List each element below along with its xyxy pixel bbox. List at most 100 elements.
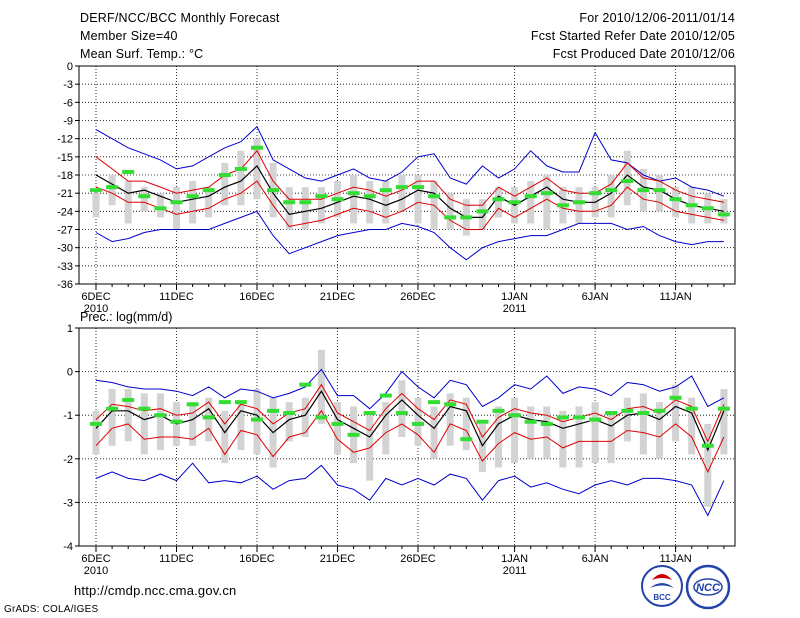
spread-bar	[430, 406, 438, 459]
x-tick-label: 11DEC	[159, 291, 194, 303]
observed-marker	[106, 185, 119, 190]
observed-marker	[476, 209, 489, 214]
y-tick-label: -33	[57, 261, 73, 273]
lower-spread-line	[95, 180, 724, 230]
spread-bar	[575, 406, 583, 468]
observed-marker	[154, 413, 167, 418]
observed-marker	[717, 212, 730, 217]
spread-bar	[350, 175, 358, 224]
spread-bar	[511, 397, 519, 464]
y-tick-label: -12	[57, 134, 73, 146]
x-tick-year: 2010	[84, 565, 108, 577]
spread-bar	[446, 393, 454, 446]
y-tick-label: 0	[67, 61, 73, 73]
plot-frame	[78, 65, 736, 285]
variable-label: Mean Surf. Temp.: °C	[80, 47, 204, 61]
observed-marker	[669, 197, 682, 202]
observed-marker	[605, 188, 618, 193]
x-tick-label: 6DEC	[81, 553, 110, 565]
observed-marker	[653, 188, 666, 193]
observed-marker	[90, 421, 102, 426]
spread-bar	[205, 187, 213, 218]
bcc-logo: BCC	[641, 565, 683, 607]
bcc-logo-swirl	[652, 574, 672, 580]
spread-bar	[301, 187, 309, 230]
observed-marker	[621, 179, 634, 184]
y-tick-label: -27	[57, 225, 73, 237]
spread-bar	[575, 187, 583, 224]
y-tick-label: -15	[57, 152, 73, 164]
y-tick-label: -3	[63, 497, 73, 509]
x-tick-label: 26DEC	[400, 291, 436, 303]
ensemble-mean-line	[95, 164, 725, 218]
observed-marker	[412, 421, 424, 426]
upper-spread-line	[95, 383, 725, 443]
spread-bar	[285, 402, 293, 442]
observed-marker	[234, 166, 247, 171]
spread-bar	[140, 187, 148, 212]
forecast-start-date: Fcst Started Refer Date 2010/12/05	[530, 29, 735, 43]
header-title: DERF/NCC/BCC Monthly Forecast	[80, 11, 280, 25]
spread-bar	[334, 402, 341, 455]
x-tick-label: 21DEC	[320, 291, 356, 303]
spread-bar	[623, 397, 631, 442]
ncc-logo-circle	[685, 564, 731, 610]
spread-bar	[543, 406, 551, 459]
spread-bar	[720, 389, 728, 455]
observed-marker	[251, 417, 263, 422]
observed-marker	[556, 415, 569, 420]
observed-marker	[299, 382, 312, 387]
spread-bar	[559, 410, 567, 468]
bcc-logo-swirl-2	[650, 583, 674, 588]
spread-bar	[704, 423, 712, 507]
y-tick-label: 0	[67, 367, 73, 379]
spread-bar	[495, 187, 502, 218]
observed-marker	[508, 200, 521, 205]
observed-marker	[331, 421, 344, 426]
x-tick-label: 1JAN	[501, 553, 528, 565]
spread-bar	[398, 175, 406, 212]
x-tick-label: 6JAN	[582, 291, 609, 303]
precip-panel-title: Prec.: log(mm/d)	[80, 310, 172, 324]
spread-bar	[189, 181, 197, 224]
spread-bar	[221, 162, 229, 206]
spread-bar	[237, 402, 245, 451]
min-line	[95, 210, 724, 261]
spread-bar	[124, 389, 132, 442]
spread-bar	[591, 402, 599, 464]
observed-marker	[379, 188, 392, 193]
spread-bar	[156, 193, 164, 218]
spread-bar	[317, 349, 325, 424]
spread-bar	[301, 397, 309, 437]
ncc-logo: NCC	[685, 564, 731, 610]
observed-marker	[283, 200, 296, 205]
source-url[interactable]: http://cmdp.ncc.cma.gov.cn	[74, 583, 237, 598]
observed-marker	[122, 169, 135, 174]
spread-bar	[446, 193, 454, 230]
spread-bar	[366, 181, 374, 224]
observed-marker	[106, 406, 119, 411]
observed-marker	[347, 432, 360, 437]
observed-marker	[492, 408, 505, 413]
spread-bar	[607, 175, 615, 218]
spread-bar	[527, 406, 535, 459]
x-tick-label: 6DEC	[81, 291, 110, 303]
observed-marker	[315, 194, 328, 199]
y-tick-label: 1	[67, 323, 73, 335]
observed-marker	[637, 411, 650, 416]
observed-marker	[138, 194, 151, 199]
bcc-logo-text: BCC	[653, 593, 671, 602]
spread-bar	[108, 389, 116, 446]
x-tick-label: 21DEC	[320, 553, 356, 565]
observed-marker	[186, 194, 199, 199]
observed-marker	[379, 393, 392, 398]
observed-marker	[218, 400, 231, 405]
observed-marker	[524, 194, 537, 199]
spread-bar	[414, 175, 422, 224]
observed-marker	[234, 400, 247, 405]
min-line	[95, 462, 725, 517]
y-tick-label: -36	[57, 279, 73, 291]
spread-bar	[623, 150, 631, 206]
observed-marker	[202, 415, 215, 420]
